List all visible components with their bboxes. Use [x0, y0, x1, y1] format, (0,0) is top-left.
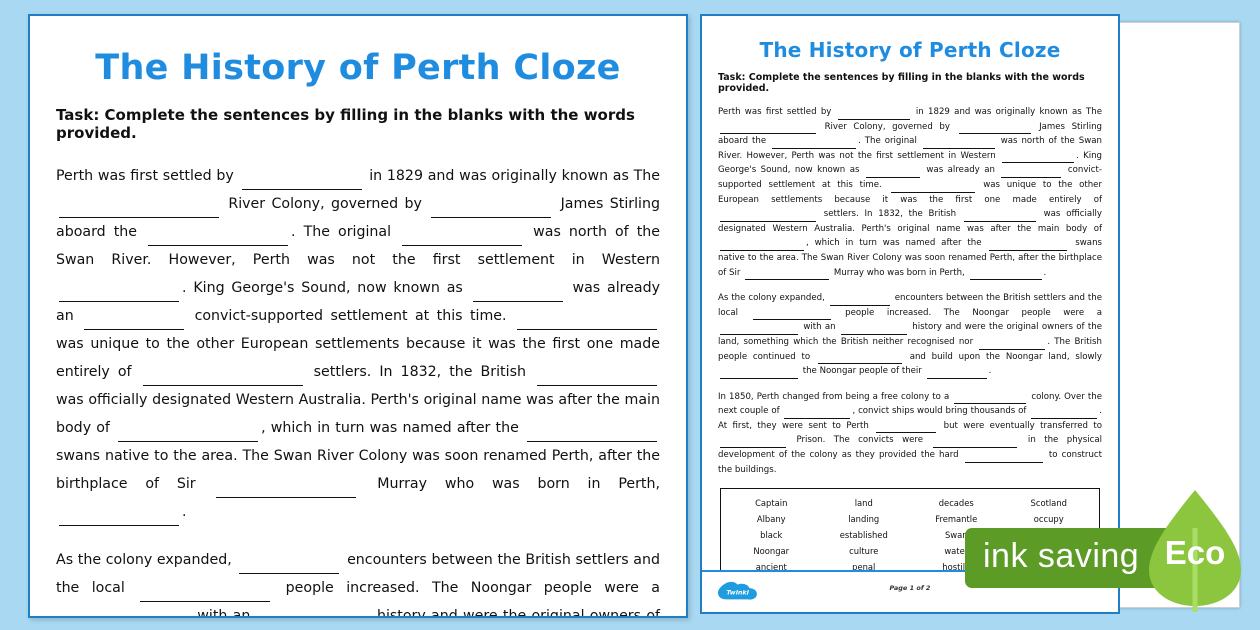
word-bank-word[interactable]: occupy — [1033, 514, 1064, 525]
word-bank-word[interactable]: water — [944, 546, 969, 557]
eco-bar-label: ink saving — [983, 537, 1140, 575]
word-bank-word[interactable]: land — [854, 498, 873, 509]
cloze-blank[interactable] — [954, 394, 1027, 405]
middle-page-task: Task: Complete the sentences by filling … — [718, 72, 1085, 94]
ink-saving-eco-badge: ink saving Eco — [965, 470, 1245, 620]
cloze-paragraph: Perth was first settled by in 1829 and w… — [56, 162, 660, 526]
cloze-blank[interactable] — [720, 212, 816, 222]
cloze-blank[interactable] — [1001, 168, 1062, 178]
cloze-blank[interactable] — [745, 270, 830, 281]
svg-text:Twinkl: Twinkl — [726, 589, 749, 597]
eco-leaf-label: Eco — [1164, 534, 1226, 571]
cloze-blank[interactable] — [1031, 409, 1098, 419]
word-bank-word[interactable]: Albany — [756, 514, 786, 525]
cloze-blank[interactable] — [829, 296, 890, 306]
cloze-blank[interactable] — [142, 370, 303, 386]
cloze-blank[interactable] — [1002, 153, 1075, 164]
page-number: Page 1 of 2 — [889, 584, 931, 592]
word-bank-word[interactable]: established — [839, 530, 888, 541]
cloze-blank[interactable] — [472, 286, 563, 302]
cloze-blank[interactable] — [979, 340, 1046, 350]
cloze-blank[interactable] — [890, 183, 975, 193]
cloze-blank[interactable] — [527, 426, 657, 442]
eco-bar: ink saving — [965, 528, 1197, 588]
front-page-paragraphs: Perth was first settled by in 1829 and w… — [56, 162, 660, 616]
cloze-blank[interactable] — [964, 453, 1043, 463]
word-bank-word[interactable]: Fremantle — [935, 514, 978, 525]
cloze-paragraph: As the colony expanded, encounters betwe… — [718, 291, 1102, 379]
cloze-blank[interactable] — [216, 482, 357, 498]
cloze-blank[interactable] — [259, 614, 369, 616]
cloze-blank[interactable] — [59, 202, 219, 218]
cloze-blank[interactable] — [59, 614, 189, 616]
middle-page-title: The History of Perth Cloze — [759, 38, 1061, 62]
cloze-blank[interactable] — [118, 426, 259, 442]
cloze-blank[interactable] — [537, 370, 657, 386]
word-bank-word[interactable]: hostile — [942, 562, 971, 573]
cloze-paragraph: In 1850, Perth changed from being a free… — [718, 391, 1103, 475]
cloze-blank[interactable] — [752, 310, 831, 321]
cloze-blank[interactable] — [402, 230, 523, 246]
word-bank-word[interactable]: Captain — [755, 498, 788, 509]
word-bank-word[interactable]: culture — [849, 546, 879, 557]
cloze-blank[interactable] — [84, 314, 185, 330]
cloze-blank[interactable] — [720, 124, 816, 135]
cloze-blank[interactable] — [772, 139, 857, 149]
cloze-blank[interactable] — [926, 369, 987, 379]
front-sheet[interactable]: The History of Perth Cloze Task: Complet… — [28, 14, 688, 618]
word-bank-word[interactable]: black — [760, 530, 783, 541]
cloze-blank[interactable] — [989, 241, 1068, 251]
word-bank-word[interactable]: Swan — [944, 530, 968, 541]
cloze-blank[interactable] — [876, 423, 937, 434]
word-bank-word[interactable]: ancient — [755, 562, 787, 573]
cloze-blank[interactable] — [958, 124, 1031, 135]
cloze-blank[interactable] — [720, 438, 786, 449]
cloze-blank[interactable] — [140, 586, 271, 602]
cloze-blank[interactable] — [784, 409, 851, 419]
word-bank-word[interactable]: Noongar — [753, 546, 790, 557]
cloze-paragraph: Perth was first settled by in 1829 and w… — [718, 105, 1102, 281]
cloze-blank[interactable] — [720, 369, 798, 379]
cloze-blank[interactable] — [431, 202, 552, 218]
cloze-blank[interactable] — [720, 241, 804, 251]
cloze-blank[interactable] — [59, 510, 179, 526]
word-bank-word[interactable]: penal — [852, 562, 876, 573]
cloze-blank[interactable] — [969, 270, 1042, 281]
cloze-blank[interactable] — [241, 174, 362, 190]
cloze-blank[interactable] — [933, 438, 1018, 449]
cloze-blank[interactable] — [840, 325, 907, 335]
word-bank-word[interactable]: landing — [848, 514, 880, 525]
twinkl-logo: Twinkl — [717, 581, 757, 600]
cloze-blank[interactable] — [148, 230, 289, 246]
eco-leaf-icon: Eco — [1143, 486, 1247, 612]
cloze-paragraph: As the colony expanded, encounters betwe… — [56, 546, 660, 616]
cloze-blank[interactable] — [239, 558, 340, 574]
front-sheet-content: The History of Perth Cloze Task: Complet… — [30, 16, 686, 616]
cloze-blank[interactable] — [59, 286, 179, 302]
cloze-blank[interactable] — [963, 212, 1036, 222]
cloze-blank[interactable] — [837, 110, 910, 120]
task-instruction: Task: Complete the sentences by filling … — [56, 106, 635, 142]
page-title: The History of Perth Cloze — [95, 48, 621, 88]
cloze-blank[interactable] — [516, 314, 657, 330]
word-bank-word[interactable]: decades — [938, 498, 974, 509]
cloze-blank[interactable] — [865, 168, 920, 178]
middle-page-paragraphs: Perth was first settled by in 1829 and w… — [718, 105, 1102, 477]
cloze-blank[interactable] — [720, 325, 798, 335]
cloze-blank[interactable] — [922, 139, 995, 149]
word-bank-word[interactable]: Scotland — [1030, 498, 1067, 509]
cloze-blank[interactable] — [817, 354, 902, 365]
